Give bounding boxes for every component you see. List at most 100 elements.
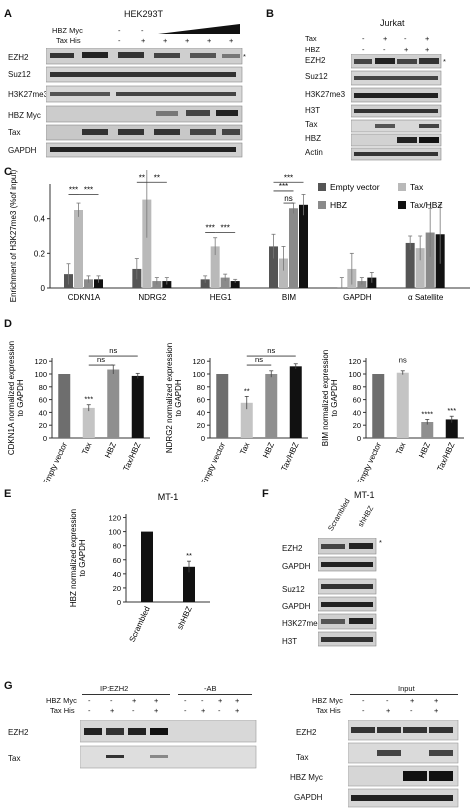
panel-a-western-blot	[46, 48, 243, 158]
y-tick-label: 40	[113, 570, 121, 579]
y-tick-label: 100	[192, 370, 205, 379]
bar	[269, 246, 278, 288]
panel-g-ip-title: IP:EZH2	[100, 684, 129, 693]
significance-label: **	[244, 386, 250, 395]
significance-label: **	[139, 173, 145, 182]
blot-label: H3T	[282, 637, 298, 646]
significance-label: **	[186, 551, 192, 560]
x-tick-label: Tax	[80, 441, 93, 456]
panel-b-hbz-label: HBZ	[305, 45, 320, 54]
bar	[445, 419, 458, 438]
panel-g-ip-blot	[80, 720, 257, 769]
x-tick-label: HBZ	[103, 441, 118, 459]
significance-label: ***	[284, 173, 293, 182]
x-tick-label: Tax/HBZ	[279, 441, 300, 473]
blot-label: Tax	[8, 128, 21, 137]
asterisk: *	[379, 538, 382, 547]
panel-e-letter: E	[4, 488, 12, 500]
bar	[230, 281, 240, 288]
y-tick-label: 60	[39, 396, 47, 405]
significance-label: ns	[267, 346, 275, 355]
y-tick-label: 100	[34, 370, 47, 379]
y-axis-label: to GAPDH	[16, 379, 25, 417]
y-tick-label: 0.2	[34, 249, 46, 258]
legend-swatch	[398, 201, 406, 209]
x-tick-label: NDRG2	[138, 293, 167, 302]
blot-label: Tax	[296, 753, 309, 762]
x-tick-label: Empty vector	[41, 441, 69, 482]
y-tick-label: 120	[34, 357, 47, 366]
x-tick-label: GAPDH	[343, 293, 372, 302]
significance-label: ns	[97, 355, 105, 364]
significance-label: ns	[399, 355, 407, 364]
y-tick-label: 0.4	[34, 215, 46, 224]
blot-label: HBZ	[305, 134, 321, 143]
bar	[183, 566, 195, 602]
panel-d-cdkn1a-chart: 0 20 40 60 80 100 120 CDKN1A normalized express…	[7, 341, 150, 482]
x-tick-label: CDKN1A	[68, 293, 101, 302]
blot-label: Suz12	[282, 585, 305, 594]
bar	[74, 210, 83, 288]
x-tick-label: α Satellite	[408, 293, 444, 302]
panel-g-sign: -	[362, 706, 365, 715]
y-tick-label: 120	[192, 357, 205, 366]
bar	[396, 372, 409, 438]
significance-label: ***	[84, 395, 93, 404]
bar	[141, 531, 153, 602]
panel-a-sign: -	[118, 26, 121, 35]
y-tick-label: 80	[113, 542, 121, 551]
panel-g-sign: +	[434, 696, 439, 705]
legend-swatch	[318, 183, 326, 191]
panel-d-ndrg2-chart: 0 20 40 60 80 100 120 NDRG2 normalized expressi…	[165, 343, 308, 482]
blot-label: GAPDH	[8, 146, 37, 155]
panel-g-ab-bracket	[178, 694, 252, 695]
panel-a-sign: +	[163, 36, 168, 45]
legend-label: Tax	[410, 182, 424, 192]
y-tick-label: 40	[197, 408, 205, 417]
y-tick-label: 80	[197, 383, 205, 392]
legend-swatch	[398, 183, 406, 191]
significance-label: ***	[69, 185, 78, 194]
bar	[94, 279, 103, 288]
panel-a-sign: -	[141, 26, 144, 35]
panel-g-input-bracket	[350, 694, 458, 695]
legend-label: Empty vector	[330, 182, 380, 192]
panel-f-western-blot	[318, 538, 377, 647]
y-axis-label: to GAPDH	[174, 379, 183, 417]
blot-label: H3K27me3	[8, 90, 49, 99]
y-axis-label: HBZ normalized expression	[69, 509, 78, 607]
panel-b-sign: -	[404, 34, 407, 43]
bar	[415, 248, 425, 288]
bar	[279, 258, 288, 288]
blot-label: Suz12	[8, 70, 31, 79]
panel-g-tax-label: Tax His	[50, 706, 75, 715]
legend-label: HBZ	[330, 200, 347, 210]
panel-g-input-hbz-label: HBZ Myc	[312, 696, 343, 705]
panel-f-letter: F	[262, 488, 269, 500]
y-tick-label: 0	[201, 434, 205, 443]
chart-title: MT-1	[158, 492, 179, 502]
y-tick-label: 0	[41, 284, 46, 293]
panel-b-sign: +	[425, 34, 430, 43]
panel-a-sign: +	[229, 36, 234, 45]
panel-a-sign: -	[118, 36, 121, 45]
panel-a-hbz-label: HBZ Myc	[52, 26, 83, 35]
x-tick-label: Tax	[394, 441, 407, 456]
blot-label: EZH2	[282, 544, 303, 553]
panel-g-sign: +	[201, 706, 206, 715]
bar	[405, 242, 415, 288]
x-tick-label: Scrambled	[127, 605, 151, 643]
blot-label: Actin	[305, 148, 323, 157]
panel-g-sign: -	[218, 706, 221, 715]
y-tick-label: 20	[39, 421, 47, 430]
bar	[82, 407, 95, 438]
bar	[299, 204, 308, 288]
x-tick-label: HBZ	[417, 441, 432, 459]
blot-label: HBZ Myc	[8, 111, 41, 120]
y-axis-label: to GAPDH	[78, 539, 87, 577]
y-tick-label: 120	[348, 357, 361, 366]
panel-g-sign: -	[88, 706, 91, 715]
legend-label: Tax/HBZ	[410, 200, 443, 210]
panel-g-sign: -	[386, 696, 389, 705]
x-tick-label: HEG1	[210, 293, 232, 302]
